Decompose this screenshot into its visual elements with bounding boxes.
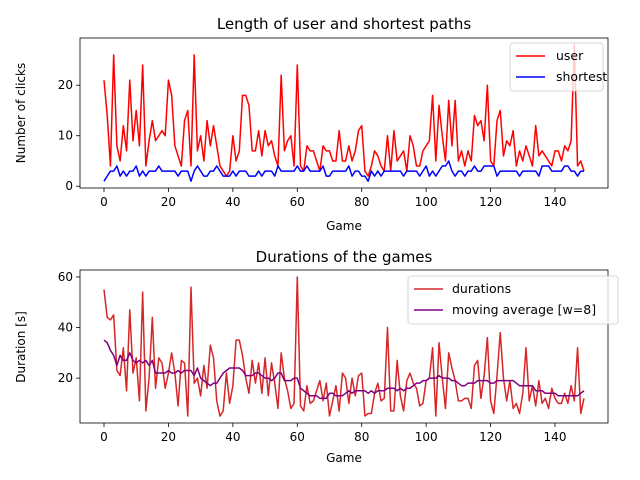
y-tick-label: 20 — [58, 78, 73, 92]
y-axis-label: Duration [s] — [14, 311, 28, 383]
x-tick-label: 40 — [225, 430, 240, 444]
y-tick-label: 60 — [58, 270, 73, 284]
series-line-shortest — [103, 160, 584, 182]
x-tick-label: 120 — [479, 195, 502, 209]
legend-label-durations: durations — [452, 281, 511, 296]
legend: user shortest — [509, 42, 607, 92]
y-tick-label: 40 — [58, 321, 73, 335]
chart-title: Durations of the games — [256, 248, 433, 266]
y-axis-label: Number of clicks — [14, 63, 28, 163]
x-tick-label: 140 — [544, 195, 567, 209]
x-tick-label: 100 — [415, 430, 438, 444]
axes-frame — [79, 37, 609, 189]
y-tick-label: 0 — [65, 179, 73, 193]
x-tick-label: 40 — [225, 195, 240, 209]
x-tick-label: 0 — [100, 430, 108, 444]
legend-box — [407, 275, 619, 325]
x-tick-label: 100 — [415, 195, 438, 209]
x-tick-label: 0 — [100, 195, 108, 209]
legend-box — [509, 42, 604, 92]
x-tick-label: 140 — [544, 430, 567, 444]
plot-area — [103, 44, 585, 182]
x-tick-label: 20 — [161, 195, 176, 209]
x-tick-label: 80 — [354, 195, 369, 209]
series-line-user — [103, 44, 585, 177]
x-axis-ticks: 0 20 40 60 80 100 120 140 — [100, 188, 566, 209]
axes-frame — [79, 269, 609, 424]
legend-label-moving-average: moving average [w=8] — [452, 302, 596, 317]
series-line-durations — [103, 276, 585, 417]
y-axis-ticks: 0 10 20 — [58, 78, 80, 193]
legend-label-user: user — [556, 48, 584, 63]
x-tick-label: 120 — [479, 430, 502, 444]
x-tick-label: 20 — [161, 430, 176, 444]
y-axis-ticks: 20 40 60 — [58, 270, 80, 385]
x-tick-label: 60 — [290, 195, 305, 209]
series-line-moving-average-w-8 — [103, 339, 585, 400]
chart-durations: Durations of the games 0 20 40 60 80 100 120 14… — [14, 248, 619, 465]
chart-title: Length of user and shortest paths — [217, 15, 472, 33]
x-axis-label: Game — [326, 219, 362, 233]
y-tick-label: 20 — [58, 371, 73, 385]
plot-area — [103, 276, 585, 417]
legend-label-shortest: shortest — [556, 69, 607, 84]
x-axis-ticks: 0 20 40 60 80 100 120 140 — [100, 423, 566, 444]
chart-paths: Length of user and shortest paths 0 20 40 6… — [14, 15, 609, 233]
legend: durations moving average [w=8] — [407, 275, 619, 325]
y-tick-label: 10 — [58, 129, 73, 143]
x-tick-label: 60 — [290, 430, 305, 444]
x-tick-label: 80 — [354, 430, 369, 444]
x-axis-label: Game — [326, 451, 362, 465]
